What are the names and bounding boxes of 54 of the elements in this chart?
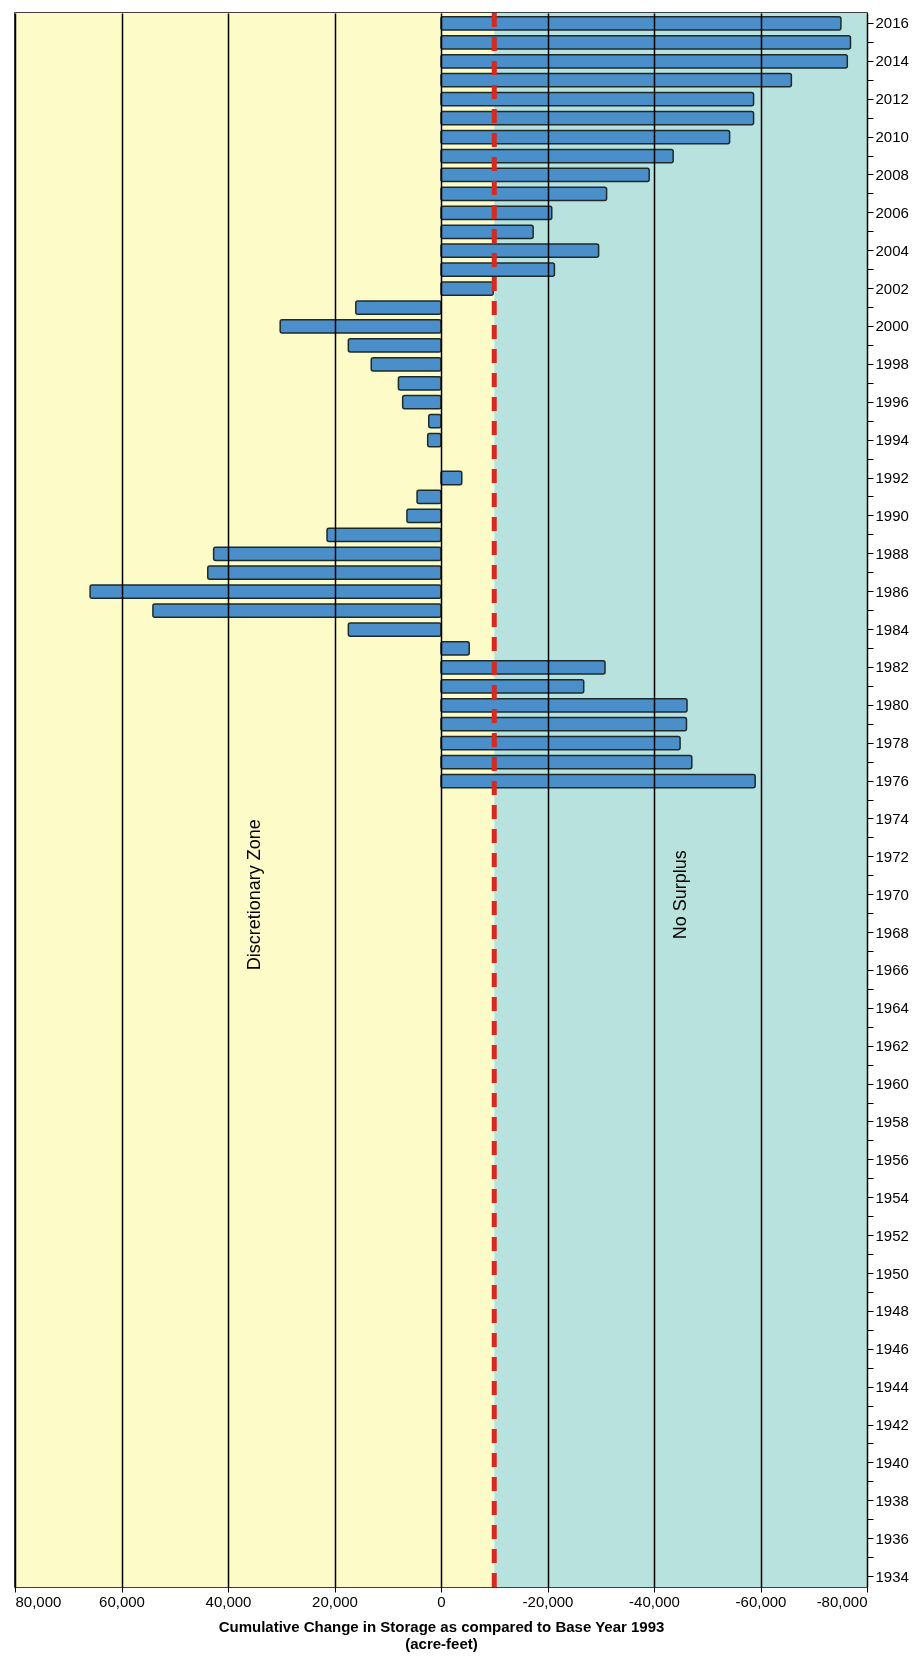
y-tick-label: 1952 [875, 1226, 909, 1244]
y-tick-label: 1950 [875, 1264, 909, 1282]
x-tick-label: -60,000 [735, 1592, 787, 1610]
x-tick-label: -20,000 [522, 1592, 574, 1610]
y-tick-label: 1960 [875, 1075, 909, 1093]
x-tick-label: 80,000 [15, 1592, 62, 1610]
y-tick-label: 1966 [875, 961, 909, 979]
y-tick-label: 2010 [875, 128, 909, 146]
y-tick-label: 1982 [875, 658, 909, 676]
y-tick-label: 1948 [875, 1302, 909, 1320]
y-tick-label: 1978 [875, 734, 909, 752]
y-tick-label: 1994 [875, 431, 909, 449]
y-tick-label: 1938 [875, 1491, 909, 1509]
band-label: No Surplus [669, 850, 690, 940]
y-tick-label: 1934 [875, 1567, 909, 1585]
y-tick-label: 1998 [875, 355, 909, 373]
y-tick-label: 1956 [875, 1150, 909, 1168]
y-tick-label: 1984 [875, 620, 909, 638]
y-tick-label: 1946 [875, 1340, 909, 1358]
x-tick-label: -40,000 [629, 1592, 680, 1610]
y-tick-label: 1962 [875, 1037, 909, 1055]
x-axis-title: Cumulative Change in Storage as compared to Base Year 1993 (acre-feet) [218, 1617, 665, 1652]
y-tick-label: 2002 [875, 279, 909, 297]
y-tick-label: 2006 [875, 203, 909, 221]
y-tick-label: 1968 [875, 923, 909, 941]
y-tick-label: 1986 [875, 582, 909, 600]
y-tick-label: 1990 [875, 506, 909, 524]
y-tick-label: 1992 [875, 469, 909, 486]
x-tick-label: 60,000 [99, 1592, 145, 1610]
y-tick-label: 1944 [875, 1378, 909, 1396]
x-tick-label: 40,000 [205, 1592, 252, 1610]
y-tick-label: 1964 [875, 999, 909, 1017]
x-tick-label: 20,000 [312, 1592, 358, 1610]
y-tick-label: 2014 [875, 52, 909, 70]
y-tick-label: 1980 [875, 696, 909, 714]
y-tick-label: 1996 [875, 393, 909, 411]
y-tick-label: 1958 [875, 1113, 909, 1130]
y-tick-label: 1974 [875, 809, 909, 827]
y-tick-label: 1936 [875, 1529, 909, 1547]
y-tick-label: 2004 [875, 241, 909, 259]
y-tick-label: 1976 [875, 772, 909, 790]
y-tick-label: 1988 [875, 544, 909, 562]
y-tick-label: 2016 [875, 14, 909, 32]
y-tick-label: 2000 [875, 317, 909, 335]
y-tick-label: 1942 [875, 1416, 909, 1434]
y-tick-label: 1970 [875, 885, 909, 903]
y-tick-label: 1940 [875, 1453, 909, 1471]
y-tick-label: 2012 [875, 90, 909, 108]
y-tick-label: 1954 [875, 1188, 909, 1206]
x-tick-label: 0 [437, 1592, 446, 1610]
x-tick-label: -80,000 [816, 1592, 868, 1610]
y-tick-label: 2008 [875, 165, 909, 183]
y-tick-label: 1972 [875, 847, 909, 865]
band-label: Discretionary Zone [243, 819, 264, 971]
